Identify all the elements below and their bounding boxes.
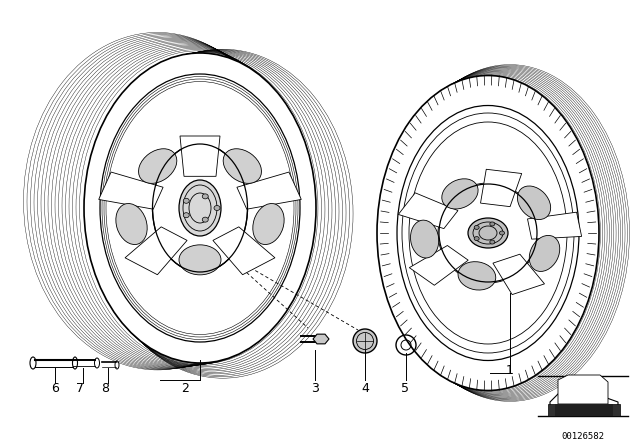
Ellipse shape [517,186,550,220]
Ellipse shape [490,222,495,226]
Ellipse shape [474,237,479,241]
Polygon shape [493,254,545,295]
Text: 6: 6 [51,382,59,395]
Ellipse shape [458,262,496,290]
Ellipse shape [179,245,221,275]
Ellipse shape [474,225,479,229]
Ellipse shape [202,217,208,222]
Text: 4: 4 [361,382,369,395]
Polygon shape [410,246,468,285]
Ellipse shape [152,144,248,272]
Text: 7: 7 [76,382,84,395]
Ellipse shape [410,220,439,258]
Polygon shape [558,375,608,404]
Ellipse shape [223,149,262,183]
Text: 5: 5 [401,382,409,395]
Ellipse shape [138,149,177,183]
Text: 1: 1 [506,363,514,376]
Ellipse shape [353,329,377,353]
Ellipse shape [84,53,316,363]
Bar [555,404,613,416]
Polygon shape [237,172,301,209]
Ellipse shape [438,183,538,283]
Ellipse shape [529,235,560,271]
Polygon shape [125,227,187,275]
Ellipse shape [214,206,220,211]
Polygon shape [213,227,275,275]
Polygon shape [481,169,522,207]
Text: 00126582: 00126582 [561,431,605,440]
Polygon shape [527,212,582,239]
Ellipse shape [253,203,284,245]
Text: 2: 2 [181,382,189,395]
Ellipse shape [490,240,495,244]
Ellipse shape [183,198,189,203]
Ellipse shape [202,194,208,199]
Ellipse shape [116,203,147,245]
Text: 3: 3 [311,382,319,395]
Ellipse shape [183,213,189,218]
Text: 8: 8 [101,382,109,395]
Polygon shape [180,136,220,177]
Ellipse shape [499,231,504,235]
Ellipse shape [179,180,221,236]
Ellipse shape [468,218,508,248]
Polygon shape [398,193,458,228]
Ellipse shape [442,179,478,209]
Bar [548,404,620,416]
Ellipse shape [377,76,599,391]
Polygon shape [313,334,329,344]
Polygon shape [99,172,163,209]
